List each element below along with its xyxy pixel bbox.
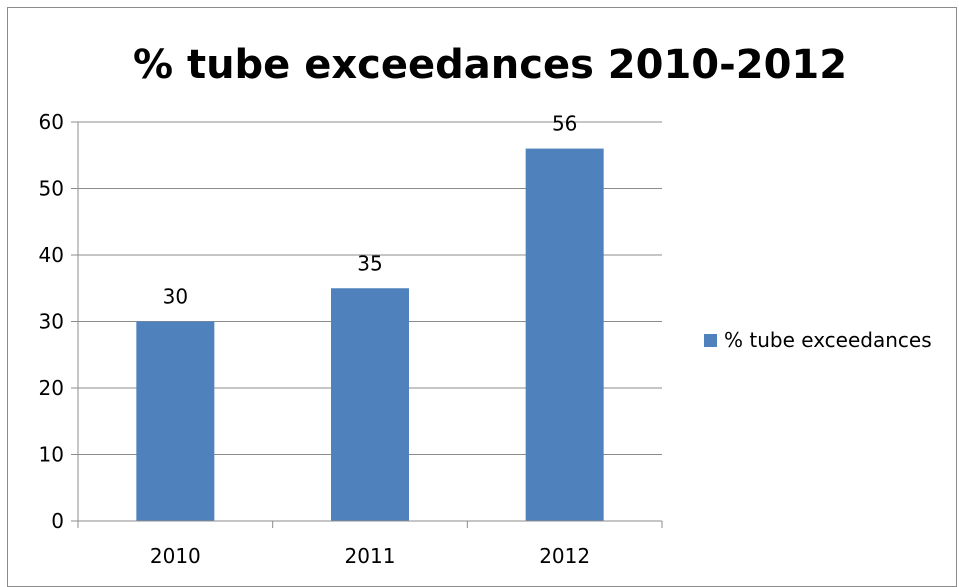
y-tick-label: 50 <box>39 177 64 201</box>
axes: 0 10 20 30 40 50 60 2010 2011 2012 <box>39 110 663 568</box>
bars: 30 35 56 <box>136 112 604 521</box>
data-label-2010: 30 <box>163 285 188 309</box>
y-tick-label: 0 <box>51 509 64 533</box>
data-label-2012: 56 <box>552 112 577 136</box>
y-tick-label: 20 <box>39 376 64 400</box>
legend-label: % tube exceedances <box>724 328 932 352</box>
y-tick-label: 60 <box>39 110 64 134</box>
legend: % tube exceedances <box>704 328 932 352</box>
bar-2012 <box>525 148 604 521</box>
x-tick-label: 2012 <box>539 544 590 568</box>
bar-2010 <box>136 321 215 521</box>
y-tick-label: 40 <box>39 243 64 267</box>
legend-swatch <box>704 334 717 347</box>
x-tick-label: 2011 <box>345 544 396 568</box>
data-label-2011: 35 <box>357 251 382 275</box>
bar-2011 <box>331 288 409 521</box>
x-tick-label: 2010 <box>150 544 201 568</box>
y-tick-label: 10 <box>39 443 64 467</box>
chart-title: % tube exceedances 2010-2012 <box>133 42 847 88</box>
y-tick-label: 30 <box>39 310 64 334</box>
